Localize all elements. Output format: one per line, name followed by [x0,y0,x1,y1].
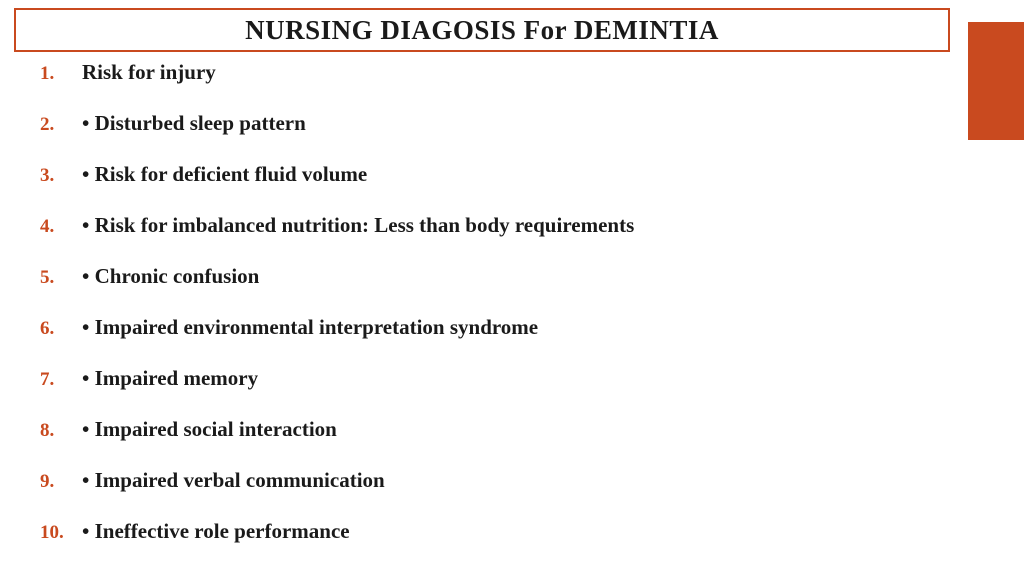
list-text: • Impaired social interaction [82,417,337,442]
list-number: 9. [40,471,82,493]
list-number: 6. [40,318,82,340]
list-text: Risk for injury [82,60,216,85]
list-text: • Disturbed sleep pattern [82,111,306,136]
diagnosis-list: 1. Risk for injury 2. • Disturbed sleep … [40,60,960,570]
list-number: 8. [40,420,82,442]
list-item: 5. • Chronic confusion [40,264,960,289]
page-title: NURSING DIAGOSIS For DEMINTIA [245,15,719,46]
list-item: 8. • Impaired social interaction [40,417,960,442]
list-number: 2. [40,114,82,136]
list-text: • Impaired memory [82,366,258,391]
list-number: 1. [40,63,82,85]
list-text: • Impaired verbal communication [82,468,385,493]
list-item: 4. • Risk for imbalanced nutrition: Less… [40,213,960,238]
list-number: 5. [40,267,82,289]
list-number: 4. [40,216,82,238]
list-text: • Impaired environmental interpretation … [82,315,538,340]
list-item: 10. • Ineffective role performance [40,519,960,544]
list-text: • Ineffective role performance [82,519,350,544]
list-text: • Risk for imbalanced nutrition: Less th… [82,213,634,238]
list-item: 9. • Impaired verbal communication [40,468,960,493]
title-box: NURSING DIAGOSIS For DEMINTIA [14,8,950,52]
accent-block [968,22,1024,140]
list-item: 1. Risk for injury [40,60,960,85]
list-item: 6. • Impaired environmental interpretati… [40,315,960,340]
list-item: 3. • Risk for deficient fluid volume [40,162,960,187]
list-text: • Risk for deficient fluid volume [82,162,367,187]
list-number: 10. [40,522,82,544]
list-number: 7. [40,369,82,391]
list-item: 7. • Impaired memory [40,366,960,391]
list-number: 3. [40,165,82,187]
list-item: 2. • Disturbed sleep pattern [40,111,960,136]
list-text: • Chronic confusion [82,264,259,289]
